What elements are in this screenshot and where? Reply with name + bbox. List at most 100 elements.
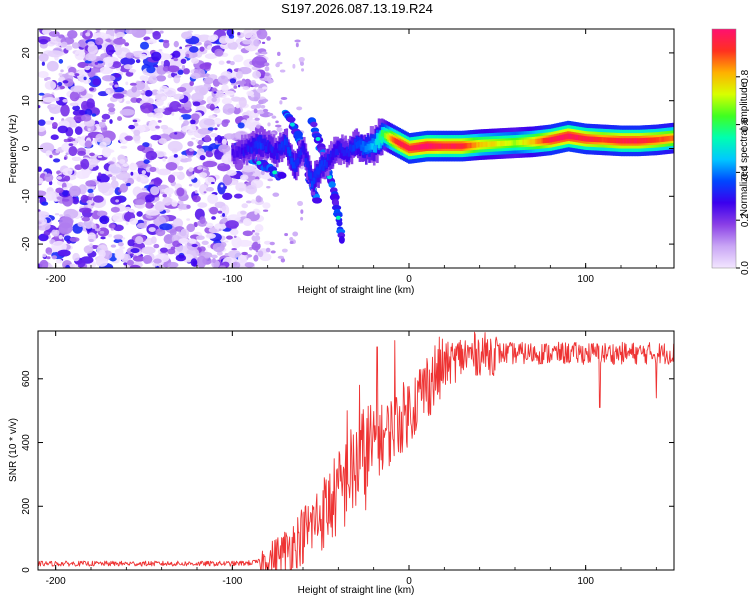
signal-segment xyxy=(236,150,239,158)
signal-segment xyxy=(404,144,408,150)
noise-blob xyxy=(132,133,141,142)
signal-segment xyxy=(384,132,387,139)
signal-segment xyxy=(511,140,514,146)
signal-segment xyxy=(301,145,304,153)
noise-blob xyxy=(55,149,60,154)
noise-blob xyxy=(177,106,183,109)
signal-segment xyxy=(482,141,486,148)
noise-blob xyxy=(218,228,222,232)
noise-blob xyxy=(187,129,194,136)
spectrogram-x-label: Height of straight line (km) xyxy=(298,285,415,296)
signal-segment xyxy=(589,136,592,142)
noise-blob xyxy=(89,87,95,91)
spectrogram-marks xyxy=(38,29,674,268)
noise-blob xyxy=(192,101,201,107)
noise-blob xyxy=(160,60,164,66)
colorbar-gradient xyxy=(712,29,736,268)
snr-y-ticks: 0 200 400 600 xyxy=(21,370,674,573)
noise-blob xyxy=(257,239,261,244)
noise-blob xyxy=(215,90,224,98)
noise-blob xyxy=(236,239,253,247)
noise-blob xyxy=(123,262,128,266)
noise-blob xyxy=(262,86,268,90)
signal-segment xyxy=(314,170,317,177)
noise-blob xyxy=(39,142,55,154)
noise-blob xyxy=(163,234,174,245)
signal-segment xyxy=(256,142,260,149)
noise-blob xyxy=(260,170,265,176)
noise-blob xyxy=(57,82,63,87)
noise-blob xyxy=(199,62,211,70)
noise-blob xyxy=(49,154,53,159)
signal-segment xyxy=(260,135,263,147)
noise-blob xyxy=(238,46,242,50)
noise-blob xyxy=(80,194,89,204)
noise-blob xyxy=(38,126,46,132)
signal-segment xyxy=(487,141,491,147)
signal-segment xyxy=(592,136,595,142)
signal-segment xyxy=(290,158,293,165)
noise-blob xyxy=(167,65,180,73)
noise-blob xyxy=(205,222,214,229)
noise-blob xyxy=(217,210,223,214)
signal-segment xyxy=(266,142,270,154)
signal-segment xyxy=(258,141,262,148)
noise-blob xyxy=(99,141,107,149)
signal-segment xyxy=(657,137,661,143)
signal-segment xyxy=(439,143,443,149)
noise-blob xyxy=(226,169,237,176)
signal-segment xyxy=(544,137,548,144)
noise-blob xyxy=(60,104,70,117)
noise-blob xyxy=(94,61,99,65)
signal-segment xyxy=(425,143,429,149)
noise-blob xyxy=(92,78,101,86)
noise-blob xyxy=(69,185,81,197)
signal-segment xyxy=(315,167,319,174)
signal-segment xyxy=(342,149,346,157)
noise-blob xyxy=(233,193,243,199)
snr-frame xyxy=(37,330,675,571)
signal-segment xyxy=(268,142,271,150)
snr-marks xyxy=(38,331,674,570)
noise-blob xyxy=(267,79,274,84)
noise-blob xyxy=(113,234,124,240)
signal-segment xyxy=(619,138,622,144)
signal-segment xyxy=(323,159,327,167)
signal-segment xyxy=(263,138,266,145)
x-tick-label: 100 xyxy=(577,576,594,587)
noise-blob xyxy=(197,139,204,146)
signal-segment xyxy=(516,140,519,146)
noise-blob xyxy=(97,155,103,158)
noise-blob xyxy=(242,39,252,45)
noise-blob xyxy=(189,80,194,86)
signal-segment xyxy=(608,137,611,143)
noise-blob xyxy=(280,258,286,263)
noise-blob xyxy=(146,65,156,74)
noise-blob xyxy=(42,97,57,103)
signal-segment xyxy=(322,164,325,172)
signal-segment xyxy=(447,143,451,149)
noise-blob xyxy=(38,233,49,242)
signal-segment xyxy=(668,135,672,142)
signal-segment xyxy=(339,146,343,159)
noise-blob xyxy=(62,98,68,103)
noise-blob xyxy=(162,39,170,43)
noise-blob xyxy=(245,200,252,204)
noise-blob xyxy=(233,235,237,238)
noise-blob xyxy=(60,69,64,73)
noise-blob xyxy=(112,93,125,99)
noise-blob xyxy=(186,223,196,233)
noise-blob xyxy=(226,29,235,37)
signal-segment xyxy=(325,161,328,168)
signal-segment xyxy=(347,150,351,157)
y-tick-label: -20 xyxy=(21,236,32,251)
noise-blob xyxy=(231,248,237,251)
noise-blob xyxy=(134,80,146,91)
signal-segment xyxy=(306,155,309,167)
signal-segment xyxy=(659,136,662,143)
noise-blob xyxy=(107,233,113,238)
noise-blob xyxy=(154,112,164,119)
noise-blob xyxy=(217,182,226,195)
signal-segment xyxy=(233,151,236,158)
noise-blob xyxy=(139,90,144,94)
